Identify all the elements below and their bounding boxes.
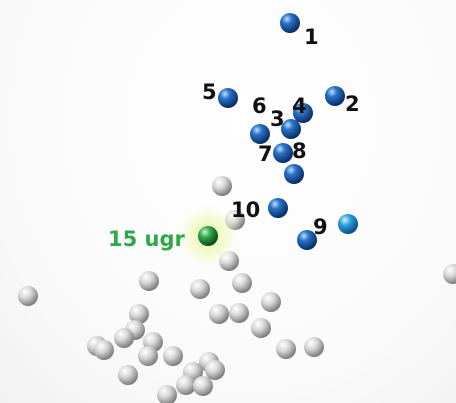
- background-ball: [157, 385, 177, 403]
- numbered-ball-10[interactable]: [268, 198, 288, 218]
- label-7: 7: [258, 142, 273, 166]
- background-ball: [229, 303, 249, 323]
- numbered-ball-9b[interactable]: [338, 214, 358, 234]
- background-ball: [232, 273, 252, 293]
- background-ball: [193, 376, 213, 396]
- numbered-ball-4[interactable]: [293, 103, 313, 123]
- background-ball: [129, 304, 149, 324]
- background-ball: [190, 279, 210, 299]
- background-ball: [118, 365, 138, 385]
- background-balls: [18, 176, 456, 403]
- label-5: 5: [202, 80, 217, 104]
- background-ball: [443, 264, 456, 284]
- label-6: 6: [252, 94, 267, 118]
- label-1: 1: [304, 25, 319, 49]
- numbered-ball-1[interactable]: [280, 13, 300, 33]
- background-ball: [163, 346, 183, 366]
- background-ball: [251, 318, 271, 338]
- numbered-ball-9[interactable]: [297, 230, 317, 250]
- background-ball: [94, 340, 114, 360]
- label-2: 2: [345, 92, 360, 116]
- highlight-label: 15 ugr: [108, 227, 186, 251]
- numbered-ball-2[interactable]: [325, 86, 345, 106]
- highlighted-ball-group[interactable]: 15 ugr: [108, 202, 242, 270]
- label-10: 10: [231, 198, 260, 222]
- label-4: 4: [292, 94, 307, 118]
- numbered-balls: [218, 13, 358, 250]
- background-ball: [261, 292, 281, 312]
- label-3: 3: [270, 107, 285, 131]
- number-labels: 1 2 3 4 5 6 7 8 9 10: [202, 25, 360, 239]
- background-ball: [212, 176, 232, 196]
- background-ball: [139, 271, 159, 291]
- highlighted-ball[interactable]: [198, 226, 218, 246]
- label-8: 8: [292, 139, 307, 163]
- background-ball: [276, 339, 296, 359]
- numbered-ball-7[interactable]: [273, 143, 293, 163]
- background-ball: [114, 328, 134, 348]
- background-ball: [18, 286, 38, 306]
- background-ball: [138, 346, 158, 366]
- numbered-ball-8[interactable]: [284, 164, 304, 184]
- label-9: 9: [313, 215, 328, 239]
- background-ball: [176, 375, 196, 395]
- background-ball: [209, 304, 229, 324]
- numbered-ball-5[interactable]: [218, 88, 238, 108]
- background-ball: [304, 337, 324, 357]
- numbered-ball-6[interactable]: [250, 124, 270, 144]
- background-ball: [205, 360, 225, 380]
- numbered-ball-3[interactable]: [281, 119, 301, 139]
